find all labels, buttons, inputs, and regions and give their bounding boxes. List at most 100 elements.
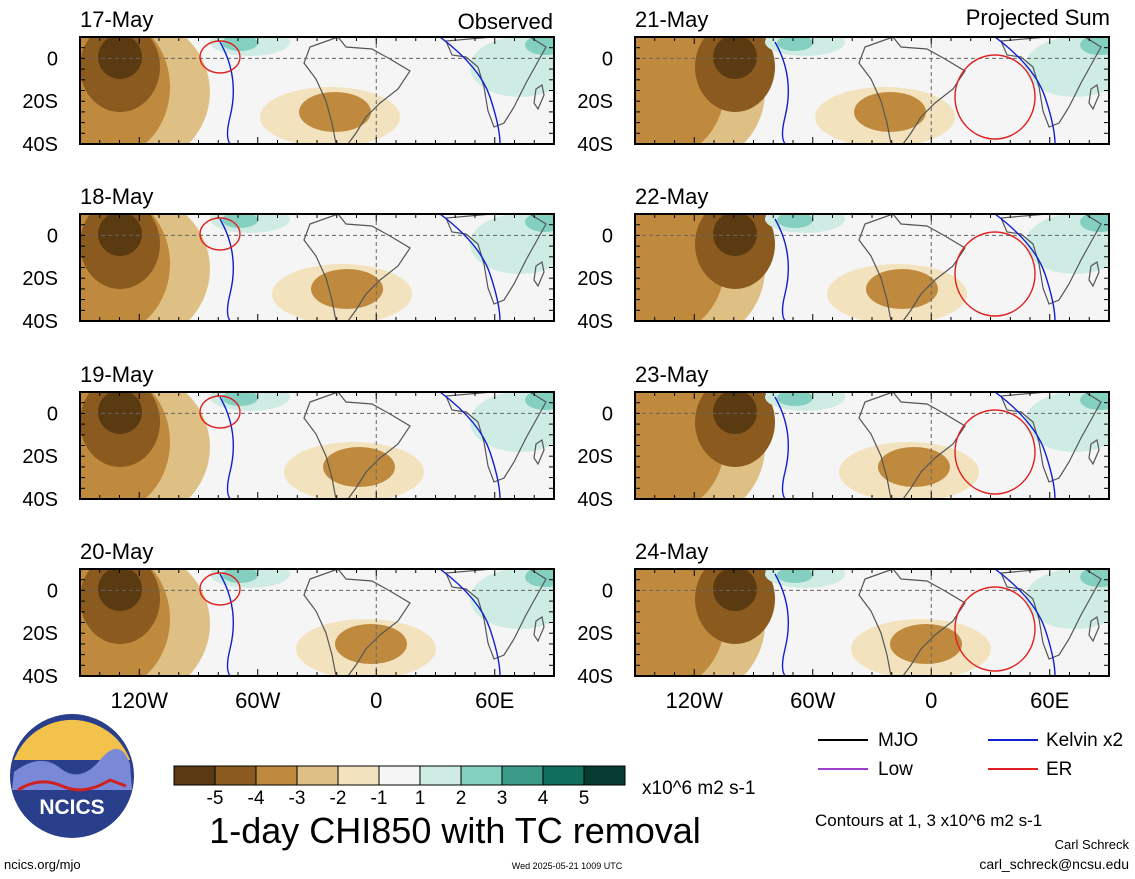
coastline	[1000, 214, 1102, 305]
colorbar-swatch	[542, 765, 585, 786]
coastline	[1088, 616, 1100, 643]
coastline	[533, 84, 545, 111]
er-contour	[954, 586, 1036, 672]
timestamp: Wed 2025-05-21 1009 UTC	[512, 861, 623, 871]
legend-mjo-label: MJO	[878, 730, 918, 751]
coastline	[533, 616, 545, 643]
colorbar-swatch	[501, 765, 544, 786]
er-contour	[954, 409, 1036, 495]
kelvin-contour	[994, 214, 1056, 321]
legend-er-label: ER	[1046, 759, 1072, 780]
er-contour	[954, 231, 1036, 317]
er-contour	[199, 395, 241, 429]
lat-label: 0	[47, 580, 58, 602]
kelvin-contour	[219, 396, 250, 499]
map-panel: 20-May 0 20S 40S 120W 60W 0 60E	[22, 539, 555, 713]
lat-label: 0	[602, 225, 613, 247]
anomaly-area	[1080, 37, 1109, 55]
colorbar-label: 5	[579, 788, 590, 809]
legend-kelvin-label: Kelvin x2	[1046, 730, 1123, 751]
lon-label: 60W	[790, 688, 835, 713]
anomaly-area	[777, 569, 813, 583]
anomaly-area	[1080, 569, 1109, 587]
colorbar-swatch	[214, 765, 257, 786]
anomaly-area	[98, 214, 142, 256]
anomaly-area	[222, 569, 258, 583]
map-panel: 23-May 0 20S 40S	[577, 362, 1110, 511]
colorbar-label: 1	[415, 788, 426, 809]
lat-label: 40S	[22, 311, 58, 333]
anomaly-area	[713, 569, 757, 611]
coastline	[445, 569, 547, 660]
lat-label: 0	[47, 48, 58, 70]
colorbar-swatch	[173, 765, 216, 786]
lon-label: 0	[370, 688, 382, 713]
panel-date-label: 17-May	[80, 7, 153, 32]
projected-header: Projected Sum	[966, 5, 1110, 30]
anomaly-area	[1080, 214, 1109, 232]
er-contour	[199, 572, 241, 606]
lat-label: 20S	[577, 623, 613, 645]
coastline	[445, 214, 547, 305]
panel-field	[80, 569, 554, 676]
kelvin-contour	[219, 573, 250, 676]
colorbar-label: -4	[248, 788, 265, 809]
coastline	[1000, 569, 1102, 660]
map-panel: 24-May 0 20S 40S 120W 60W 0 60E	[577, 539, 1110, 713]
anomaly-area	[222, 37, 258, 51]
kelvin-contour	[439, 214, 501, 321]
colorbar-swatch	[378, 765, 421, 786]
anomaly-area	[222, 214, 258, 228]
lat-label: 0	[602, 48, 613, 70]
anomaly-area	[777, 37, 813, 51]
map-panel: 21-May 0 20S 40S	[577, 7, 1110, 156]
map-panel: 22-May 0 20S 40S	[577, 184, 1110, 333]
anomaly-area	[323, 447, 395, 487]
colorbar-swatch	[337, 765, 380, 786]
colorbar-label: 3	[497, 788, 508, 809]
lat-label: 20S	[577, 91, 613, 113]
kelvin-contour	[439, 392, 501, 499]
panel-field	[80, 392, 554, 499]
map-panel: 17-May 0 20S 40S	[22, 7, 555, 156]
colorbar-swatch	[583, 765, 626, 786]
panel-grid: 17-May020S40S18-May020S40S19-May020S40S2…	[22, 7, 1110, 713]
figure-title: 1-day CHI850 with TC removal	[209, 810, 701, 851]
colorbar-label: -3	[289, 788, 306, 809]
panel-date-label: 20-May	[80, 539, 153, 564]
kelvin-contour	[439, 569, 501, 676]
kelvin-contour	[994, 37, 1056, 144]
coastline	[1088, 84, 1100, 111]
lat-label: 0	[602, 580, 613, 602]
kelvin-contour	[219, 218, 250, 321]
panel-date-label: 24-May	[635, 539, 708, 564]
lat-label: 40S	[22, 134, 58, 156]
er-contour	[199, 40, 241, 74]
lon-label: 60E	[1030, 688, 1069, 713]
author-name: Carl Schreck	[1055, 837, 1130, 852]
lat-label: 0	[47, 225, 58, 247]
logo-text: NCICS	[39, 796, 104, 819]
lon-label: 60W	[235, 688, 280, 713]
colorbar-swatch	[296, 765, 339, 786]
coastline	[303, 214, 411, 321]
author-email: carl_schreck@ncsu.edu	[979, 856, 1129, 872]
lat-label: 0	[47, 403, 58, 425]
map-panel: 18-May 0 20S 40S	[22, 184, 555, 333]
panel-date-label: 22-May	[635, 184, 708, 209]
colorbar-units: x10^6 m2 s-1	[642, 778, 755, 799]
anomaly-area	[98, 37, 142, 79]
panel-date-label: 21-May	[635, 7, 708, 32]
lon-label: 60E	[475, 688, 514, 713]
lat-label: 40S	[577, 311, 613, 333]
panel-field	[635, 214, 1109, 321]
panel-date-label: 18-May	[80, 184, 153, 209]
anomaly-area	[299, 92, 371, 132]
anomaly-area	[1080, 392, 1109, 410]
colorbar: -5 -4 -3 -2 -1 1 2 3 4 5	[173, 765, 626, 809]
kelvin-contour	[774, 218, 805, 321]
colorbar-swatch	[255, 765, 298, 786]
panel-field	[635, 569, 1109, 676]
panel-field	[635, 37, 1109, 144]
anomaly-area	[854, 92, 926, 132]
